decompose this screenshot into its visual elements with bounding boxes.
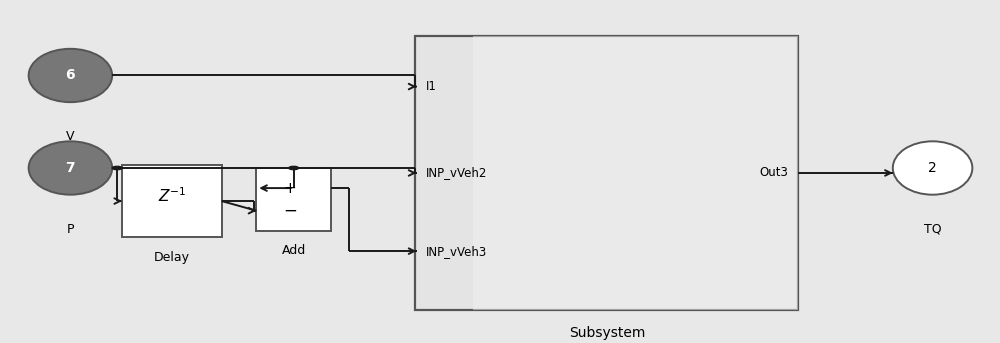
Circle shape [289, 166, 299, 170]
Text: Add: Add [282, 244, 306, 257]
Text: Out3: Out3 [760, 166, 788, 179]
Text: 2: 2 [928, 161, 937, 175]
Ellipse shape [29, 49, 112, 102]
Text: V: V [66, 130, 75, 143]
Text: 6: 6 [66, 69, 75, 82]
Bar [122, 165, 222, 237]
Text: −: − [283, 202, 297, 220]
Circle shape [112, 166, 122, 170]
Text: Delay: Delay [154, 251, 190, 264]
Text: INP_vVeh3: INP_vVeh3 [425, 245, 487, 258]
Ellipse shape [893, 141, 972, 195]
Bar [473, 36, 798, 310]
Text: I1: I1 [425, 80, 436, 93]
Ellipse shape [29, 141, 112, 195]
Bar [256, 168, 331, 231]
Text: $Z^{-1}$: $Z^{-1}$ [158, 187, 186, 205]
Text: 7: 7 [66, 161, 75, 175]
Text: P: P [67, 223, 74, 236]
Text: INP_vVeh2: INP_vVeh2 [425, 166, 487, 179]
Text: Subsystem: Subsystem [569, 326, 645, 340]
Bar [415, 36, 798, 310]
Text: +: + [284, 181, 296, 196]
Text: TQ: TQ [924, 223, 941, 236]
